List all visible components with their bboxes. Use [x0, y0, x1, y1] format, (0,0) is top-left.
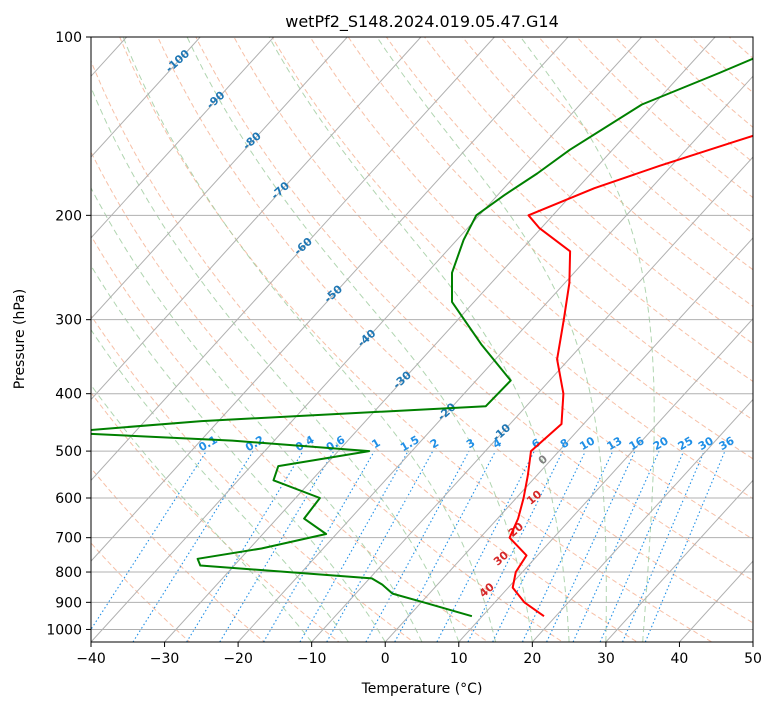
isotherm-line: [17, 37, 568, 642]
plot-frame: [91, 37, 753, 642]
mixing-ratio-label: 10: [577, 434, 597, 453]
moist-adiabat-line: [269, 37, 569, 642]
mixing-ratio-line: [83, 451, 207, 642]
isotherm-line: [753, 37, 775, 642]
mixing-ratio-line: [264, 451, 375, 642]
mixing-ratio-line: [573, 451, 659, 642]
moist-adiabat-label: 10: [524, 487, 544, 507]
mixing-ratio-line: [468, 451, 563, 642]
y-tick-label: 200: [55, 208, 82, 224]
y-tick-label: 900: [55, 595, 82, 611]
moist-adiabat-line: [0, 37, 385, 642]
x-tick-label: 30: [597, 651, 615, 667]
dry-adiabat-line: [558, 16, 775, 654]
dry-adiabat-line: [0, 16, 505, 654]
mixing-ratio-line: [645, 451, 725, 642]
x-tick-label: 0: [381, 651, 390, 667]
isotherm-line: [459, 37, 775, 642]
mixing-ratio-label: 1: [370, 436, 383, 451]
y-tick-label: 300: [55, 313, 82, 329]
x-tick-label: 20: [523, 651, 541, 667]
isotherm-line: [532, 37, 775, 642]
mixing-ratio-label: 3: [464, 436, 477, 451]
mixing-ratio-label: 30: [696, 434, 716, 453]
chart-title: wetPf2_S148.2024.019.05.47.G14: [285, 12, 559, 32]
x-tick-label: −20: [223, 651, 253, 667]
temperature-line: [510, 37, 775, 616]
dry-adiabat-line: [335, 16, 775, 654]
y-tick-label: 100: [55, 30, 82, 46]
mixing-ratio-line: [600, 451, 684, 642]
y-axis: 100 200 300 400 500 600 700 800 900 1000: [46, 30, 91, 638]
x-axis-label: Temperature (°C): [361, 681, 483, 697]
dewpoint-line: [60, 37, 775, 616]
mixing-ratio-line: [366, 451, 469, 642]
dry-adiabat-line: [707, 16, 775, 654]
x-tick-label: −30: [150, 651, 180, 667]
mixing-ratio-line: [133, 451, 253, 642]
y-axis-label: Pressure (hPa): [12, 289, 28, 389]
y-tick-label: 800: [55, 565, 82, 581]
mixing-ratio-line: [187, 451, 303, 642]
background-lines: [0, 16, 775, 654]
isotherm-line: [606, 37, 775, 642]
mixing-ratio-label: 2: [428, 436, 441, 451]
y-tick-label: 500: [55, 444, 82, 460]
dry-adiabat-line: [632, 16, 775, 654]
y-tick-label: 400: [55, 387, 82, 403]
moist-adiabat-label: 0: [536, 452, 550, 467]
mixing-ratio-label: 36: [717, 434, 737, 453]
y-tick-label: 700: [55, 531, 82, 547]
x-axis: −40 −30 −20 −10 0 10 20 30 40 50: [76, 642, 762, 667]
x-tick-label: 50: [744, 651, 762, 667]
x-tick-label: 40: [671, 651, 689, 667]
mixing-ratio-label: 13: [605, 434, 625, 453]
dry-adiabat-line: [0, 16, 279, 654]
y-tick-label: 600: [55, 491, 82, 507]
dry-adiabat-line: [186, 16, 775, 654]
dry-adiabat-line: [0, 16, 354, 654]
mixing-ratio-line: [395, 451, 496, 642]
x-tick-label: −10: [297, 651, 327, 667]
dry-adiabat-line: [595, 16, 775, 654]
dry-adiabat-line: [744, 16, 775, 654]
mixing-ratio-line: [623, 451, 705, 642]
x-tick-label: −40: [76, 651, 106, 667]
mixing-ratio-label: 8: [558, 436, 571, 451]
mixing-ratio-label: 25: [676, 434, 696, 453]
moist-adiabat-label: 30: [491, 548, 511, 568]
mixing-ratio-label: 16: [627, 434, 647, 453]
dry-adiabat-line: [670, 16, 775, 654]
moist-adiabat-label: 40: [477, 580, 497, 600]
profile-series: [60, 37, 775, 616]
x-tick-label: 10: [450, 651, 468, 667]
isotherm-line: [385, 37, 775, 642]
y-tick-label: 1000: [46, 622, 82, 638]
